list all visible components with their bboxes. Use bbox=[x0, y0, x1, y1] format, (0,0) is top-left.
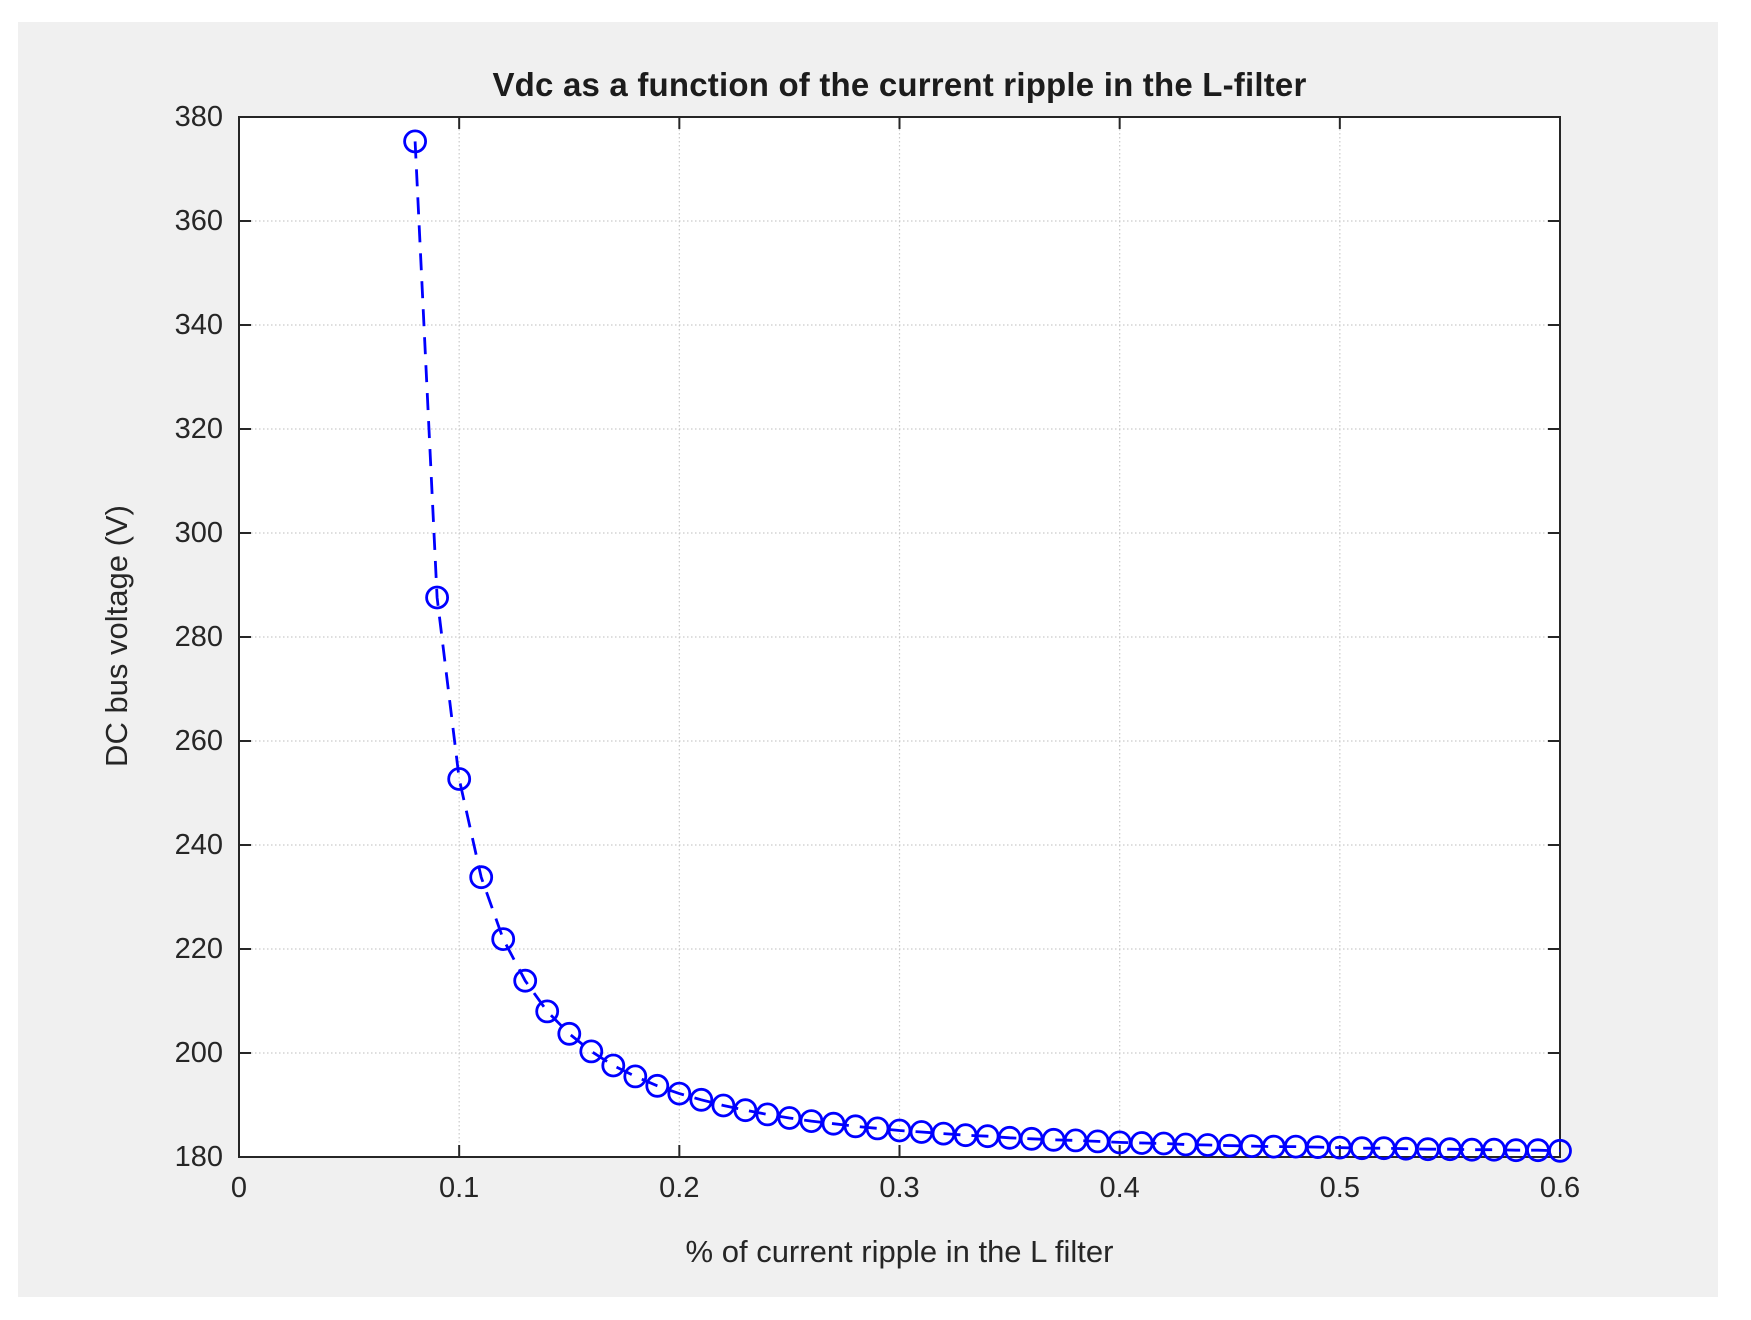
data-point-marker bbox=[403, 129, 428, 154]
data-point-marker bbox=[535, 999, 560, 1024]
y-tick-label: 360 bbox=[174, 205, 223, 237]
data-point-marker bbox=[579, 1039, 604, 1064]
data-point-marker bbox=[601, 1053, 626, 1078]
x-tick-label: 0.6 bbox=[1539, 1172, 1581, 1204]
data-point-marker bbox=[469, 865, 494, 890]
chart-title: Vdc as a function of the current ripple … bbox=[492, 66, 1307, 103]
data-point-marker bbox=[447, 767, 472, 791]
x-tick-label: 0.2 bbox=[659, 1172, 700, 1204]
grid-lines bbox=[239, 117, 1560, 1157]
data-point-marker bbox=[777, 1106, 802, 1130]
data-point-marker bbox=[667, 1081, 692, 1106]
data-point-marker bbox=[1548, 1138, 1572, 1163]
y-tick-label: 180 bbox=[174, 1141, 223, 1173]
y-tick-label: 320 bbox=[174, 413, 223, 445]
matlab-figure: Vdc as a function of the current ripple … bbox=[18, 22, 1718, 1297]
data-point-marker bbox=[645, 1073, 670, 1098]
data-point-marker bbox=[557, 1021, 582, 1046]
y-tick-label: 280 bbox=[174, 621, 223, 653]
data-point-marker bbox=[491, 927, 516, 951]
y-tick-label: 260 bbox=[174, 725, 223, 757]
x-tick-label: 0 bbox=[230, 1172, 248, 1204]
y-tick-label: 380 bbox=[174, 101, 223, 133]
x-tick-label: 0.4 bbox=[1099, 1172, 1140, 1204]
x-axis-label: % of current ripple in the L filter bbox=[685, 1234, 1114, 1269]
y-tick-label: 340 bbox=[174, 309, 223, 341]
data-point-marker bbox=[689, 1087, 714, 1112]
data-point-marker bbox=[733, 1098, 758, 1123]
y-tick-label: 300 bbox=[174, 517, 223, 549]
series-line bbox=[413, 141, 1561, 1153]
data-point-marker bbox=[425, 585, 450, 610]
data-point-marker bbox=[755, 1102, 780, 1127]
y-tick-label: 240 bbox=[174, 829, 223, 861]
tick-marks bbox=[238, 116, 1561, 1158]
data-point-marker bbox=[623, 1064, 648, 1089]
x-tick-label: 0.3 bbox=[879, 1172, 920, 1204]
data-point-marker bbox=[513, 968, 538, 993]
y-tick-label: 220 bbox=[174, 933, 223, 965]
data-point-marker bbox=[711, 1093, 736, 1118]
series-markers bbox=[403, 129, 1572, 1163]
x-tick-label: 0.5 bbox=[1319, 1172, 1360, 1204]
y-tick-label: 200 bbox=[174, 1037, 223, 1069]
plot-area bbox=[238, 116, 1572, 1163]
x-tick-label: 0.1 bbox=[438, 1172, 480, 1204]
